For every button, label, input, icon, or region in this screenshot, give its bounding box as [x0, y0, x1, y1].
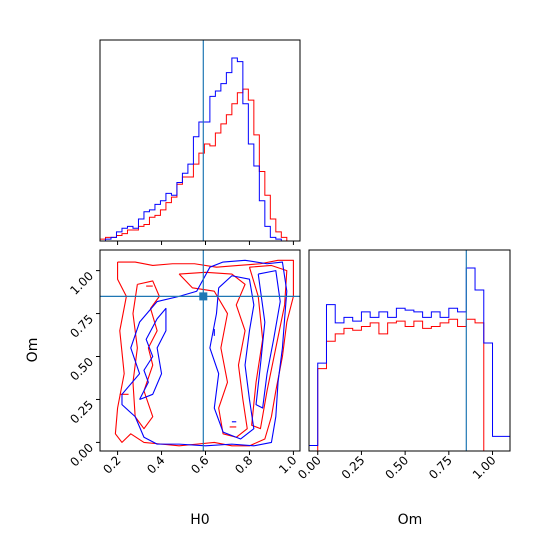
contour-red-run-level-3: [248, 264, 288, 430]
contour-blue-run-level-1: [139, 307, 167, 400]
contour-truth-marker: [199, 292, 208, 301]
hist-om-frame: [308, 249, 511, 452]
hist-h0-frame: [99, 39, 301, 242]
contour-blue-run-level-0: [121, 259, 288, 447]
y-axis-label-om: Om: [25, 338, 41, 363]
x-axis-label-h0: H0: [190, 512, 209, 528]
hist-om-blue-run-step: [309, 267, 510, 451]
contour-blue-run-level-2: [209, 275, 255, 440]
contour-red-run-level-2: [178, 271, 248, 438]
contour-red-run-level-0: [114, 259, 294, 447]
hist-om-panel: 0.00 0.25 0.50 0.75 1.00 Om: [295, 249, 511, 528]
hist-h0-panel: [99, 39, 301, 245]
contour-frame: [99, 249, 301, 452]
hist-h0-red-run-step: [100, 88, 298, 241]
hist-h0-blue-run-step: [100, 57, 298, 241]
x-axis-label-om: Om: [398, 512, 423, 528]
contour-blue-run-level-3: [255, 270, 281, 409]
